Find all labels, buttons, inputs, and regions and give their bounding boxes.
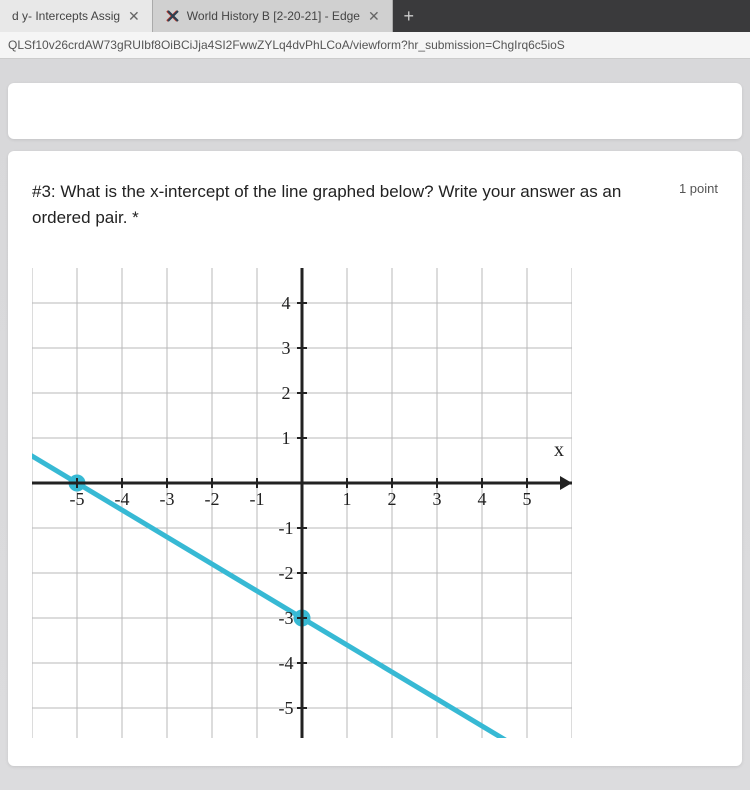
question-prompt: #3: What is the x-intercept of the line …	[32, 179, 669, 230]
svg-text:4: 4	[282, 293, 291, 313]
question-card: #3: What is the x-intercept of the line …	[8, 151, 742, 766]
svg-text:5: 5	[523, 489, 532, 509]
svg-text:-3: -3	[160, 489, 175, 509]
svg-text:3: 3	[433, 489, 442, 509]
svg-text:-4: -4	[115, 489, 130, 509]
page-background: #3: What is the x-intercept of the line …	[0, 59, 750, 790]
previous-card-edge	[8, 83, 742, 139]
close-icon[interactable]: ✕	[368, 8, 380, 25]
new-tab-button[interactable]: +	[393, 0, 425, 32]
svg-text:-5: -5	[70, 489, 85, 509]
tab-favicon-icon	[165, 9, 179, 23]
tab-title: World History B [2-20-21] - Edge	[187, 9, 360, 23]
browser-tab-2[interactable]: World History B [2-20-21] - Edge ✕	[153, 0, 393, 32]
svg-text:-2: -2	[205, 489, 220, 509]
svg-text:-1: -1	[279, 518, 294, 538]
graph-container: -5-4-3-2-11234554321-1-2-3-4-5yx	[32, 268, 718, 738]
url-bar[interactable]: QLSf10v26crdAW73gRUIbf8OiBCiJja4SI2FwwZY…	[0, 32, 750, 59]
url-text: QLSf10v26crdAW73gRUIbf8OiBCiJja4SI2FwwZY…	[8, 38, 565, 52]
close-icon[interactable]: ✕	[128, 8, 140, 25]
svg-text:-1: -1	[250, 489, 265, 509]
svg-text:4: 4	[478, 489, 487, 509]
tab-bar: d y- Intercepts Assig ✕ World History B …	[0, 0, 750, 32]
browser-tab-1[interactable]: d y- Intercepts Assig ✕	[0, 0, 153, 32]
svg-text:x: x	[554, 439, 564, 461]
svg-text:2: 2	[282, 383, 291, 403]
svg-text:-3: -3	[279, 608, 294, 628]
svg-text:1: 1	[282, 428, 291, 448]
tab-title: d y- Intercepts Assig	[12, 9, 120, 23]
svg-text:2: 2	[388, 489, 397, 509]
svg-text:-4: -4	[279, 653, 294, 673]
points-label: 1 point	[679, 179, 718, 196]
coordinate-graph: -5-4-3-2-11234554321-1-2-3-4-5yx	[32, 268, 572, 738]
svg-text:1: 1	[343, 489, 352, 509]
svg-text:3: 3	[282, 338, 291, 358]
svg-text:-5: -5	[279, 698, 294, 718]
svg-text:-2: -2	[279, 563, 294, 583]
